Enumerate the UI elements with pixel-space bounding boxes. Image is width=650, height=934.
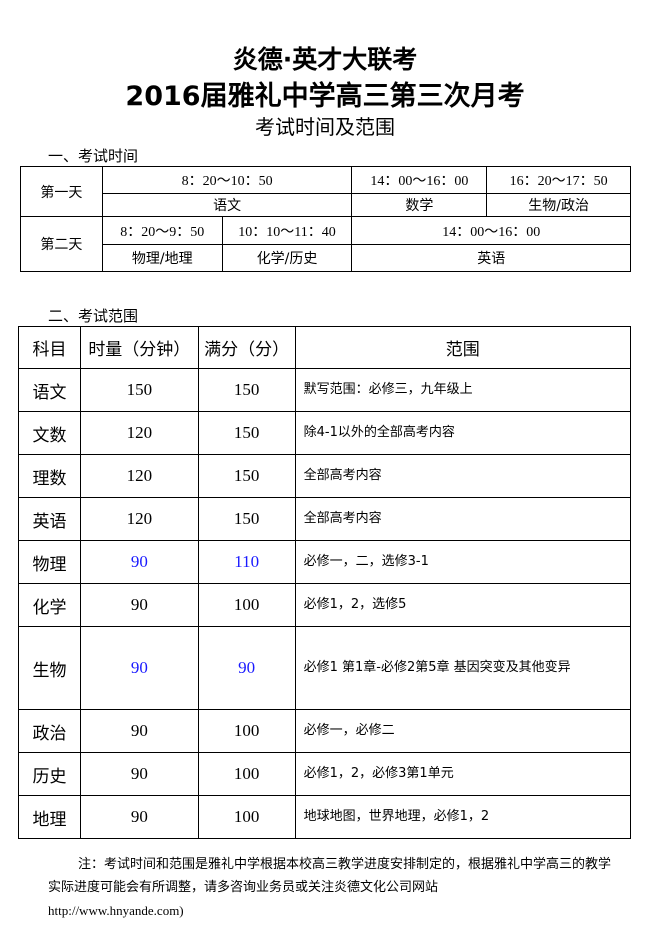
cell-range: 必修1，2，选修5	[294, 583, 632, 627]
cell-score: 100	[197, 709, 296, 753]
day1-subject-2: 数学	[351, 193, 488, 217]
cell-time: 120	[79, 497, 199, 541]
header-time: 时量（分钟）	[79, 326, 199, 369]
cell-subject: 物理	[18, 540, 81, 584]
scope-row: 政治 90 100 必修一，必修二	[18, 709, 632, 753]
section-time-heading: 一、考试时间	[48, 147, 139, 165]
cell-score: 100	[197, 795, 296, 839]
day2-time-3: 14：00～16：00	[351, 216, 631, 245]
cell-subject: 语文	[18, 368, 81, 412]
day1-subject-3: 生物/政治	[486, 193, 631, 217]
cell-subject: 生物	[18, 626, 81, 710]
header-subject: 科目	[18, 326, 81, 369]
footnote-url: http://www.hnyande.com)	[48, 903, 184, 918]
cell-range: 必修一，二，选修3-1	[294, 540, 632, 584]
footnote: 注：考试时间和范围是雅礼中学根据本校高三教学进度安排制定的，根据雅礼中学高三的教…	[48, 853, 618, 923]
schedule-table: 第一天 8：20～10：50 14：00～16：00 16：20～17：50 语…	[20, 166, 631, 272]
cell-time: 150	[79, 368, 199, 412]
scope-row: 理数 120 150 全部高考内容	[18, 454, 632, 498]
cell-range: 地球地图，世界地理，必修1，2	[294, 795, 632, 839]
title-main: 炎德·英才大联考	[232, 45, 418, 74]
header-range: 范围	[294, 326, 632, 369]
day1-label: 第一天	[20, 166, 103, 217]
day2-subject-2: 化学/历史	[221, 244, 353, 272]
scope-row: 语文 150 150 默写范围：必修三，九年级上	[18, 368, 632, 412]
day1-subject-1: 语文	[101, 193, 353, 217]
scope-row: 英语 120 150 全部高考内容	[18, 497, 632, 541]
section-scope-heading: 二、考试范围	[48, 307, 139, 325]
cell-time: 90	[79, 709, 199, 753]
day1-time-3: 16：20～17：50	[486, 166, 631, 194]
cell-time: 90	[79, 752, 199, 796]
scope-row: 生物 90 90 必修1 第1章-必修2第5章 基因突变及其他变异	[18, 626, 632, 710]
day2-time-1: 8：20～9：50	[101, 216, 223, 245]
scope-row: 文数 120 150 除4-1以外的全部高考内容	[18, 411, 632, 455]
cell-subject: 地理	[18, 795, 81, 839]
cell-range: 必修一，必修二	[294, 709, 632, 753]
cell-range: 全部高考内容	[294, 497, 632, 541]
cell-score: 150	[197, 454, 296, 498]
day2-label: 第二天	[20, 216, 103, 272]
day1-time-1: 8：20～10：50	[101, 166, 353, 194]
cell-time: 90	[79, 540, 199, 584]
title-exam: 2016届雅礼中学高三第三次月考	[125, 81, 525, 112]
title-sub: 考试时间及范围	[255, 115, 395, 139]
day2-subject-3: 英语	[351, 244, 631, 272]
cell-time: 120	[79, 411, 199, 455]
cell-time: 90	[79, 583, 199, 627]
scope-row: 地理 90 100 地球地图，世界地理，必修1，2	[18, 795, 632, 839]
day2-time-2: 10：10～11：40	[221, 216, 353, 245]
scope-row: 物理 90 110 必修一，二，选修3-1	[18, 540, 632, 584]
scope-table: 科目 时量（分钟） 满分（分） 范围 语文 150 150 默写范围：必修三，九年级上…	[18, 326, 632, 839]
cell-time: 120	[79, 454, 199, 498]
cell-range: 必修1 第1章-必修2第5章 基因突变及其他变异	[294, 626, 632, 710]
day1-time-2: 14：00～16：00	[351, 166, 488, 194]
cell-subject: 化学	[18, 583, 81, 627]
cell-range: 默写范围：必修三，九年级上	[294, 368, 632, 412]
cell-score: 90	[197, 626, 296, 710]
day2-subject-1: 物理/地理	[101, 244, 223, 272]
cell-score: 110	[197, 540, 296, 584]
scope-row: 化学 90 100 必修1，2，选修5	[18, 583, 632, 627]
cell-subject: 文数	[18, 411, 81, 455]
footnote-text: 注：考试时间和范围是雅礼中学根据本校高三教学进度安排制定的，根据雅礼中学高三的教…	[48, 857, 612, 895]
cell-score: 150	[197, 411, 296, 455]
cell-range: 全部高考内容	[294, 454, 632, 498]
header-score: 满分（分）	[197, 326, 296, 369]
cell-score: 150	[197, 497, 296, 541]
cell-score: 100	[197, 583, 296, 627]
cell-time: 90	[79, 795, 199, 839]
cell-subject: 英语	[18, 497, 81, 541]
cell-subject: 政治	[18, 709, 81, 753]
cell-subject: 理数	[18, 454, 81, 498]
cell-range: 除4-1以外的全部高考内容	[294, 411, 632, 455]
scope-row: 历史 90 100 必修1，2，必修3第1单元	[18, 752, 632, 796]
cell-score: 100	[197, 752, 296, 796]
cell-subject: 历史	[18, 752, 81, 796]
cell-range: 必修1，2，必修3第1单元	[294, 752, 632, 796]
cell-time: 90	[79, 626, 199, 710]
cell-score: 150	[197, 368, 296, 412]
